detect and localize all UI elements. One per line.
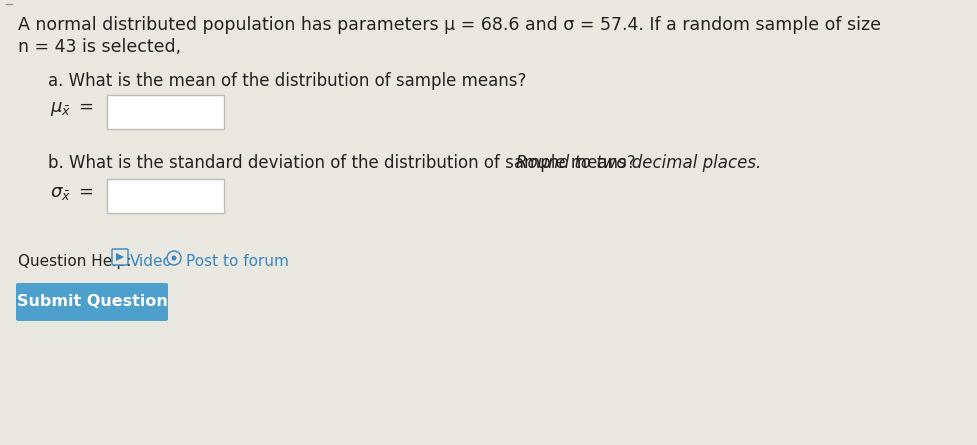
Text: n = 43 is selected,: n = 43 is selected, (18, 38, 181, 56)
FancyBboxPatch shape (107, 95, 224, 129)
Text: A normal distributed population has parameters μ = 68.6 and σ = 57.4. If a rando: A normal distributed population has para… (18, 16, 881, 34)
Circle shape (172, 255, 177, 260)
Text: $\mu_{\bar{x}}$ $=$: $\mu_{\bar{x}}$ $=$ (50, 100, 94, 118)
Text: Question Help:: Question Help: (18, 254, 131, 269)
Text: Video: Video (130, 254, 173, 269)
Text: Round to two decimal places.: Round to two decimal places. (516, 154, 761, 172)
Text: Submit Question: Submit Question (17, 295, 167, 310)
Text: Post to forum: Post to forum (186, 254, 289, 269)
Circle shape (167, 251, 181, 265)
Text: a. What is the mean of the distribution of sample means?: a. What is the mean of the distribution … (48, 72, 527, 90)
FancyBboxPatch shape (107, 179, 224, 213)
Text: b. What is the standard deviation of the distribution of sample means?: b. What is the standard deviation of the… (48, 154, 636, 172)
Text: $\sigma_{\bar{x}}$ $=$: $\sigma_{\bar{x}}$ $=$ (50, 184, 94, 202)
Polygon shape (116, 253, 124, 261)
FancyBboxPatch shape (112, 249, 128, 265)
FancyBboxPatch shape (16, 283, 168, 321)
